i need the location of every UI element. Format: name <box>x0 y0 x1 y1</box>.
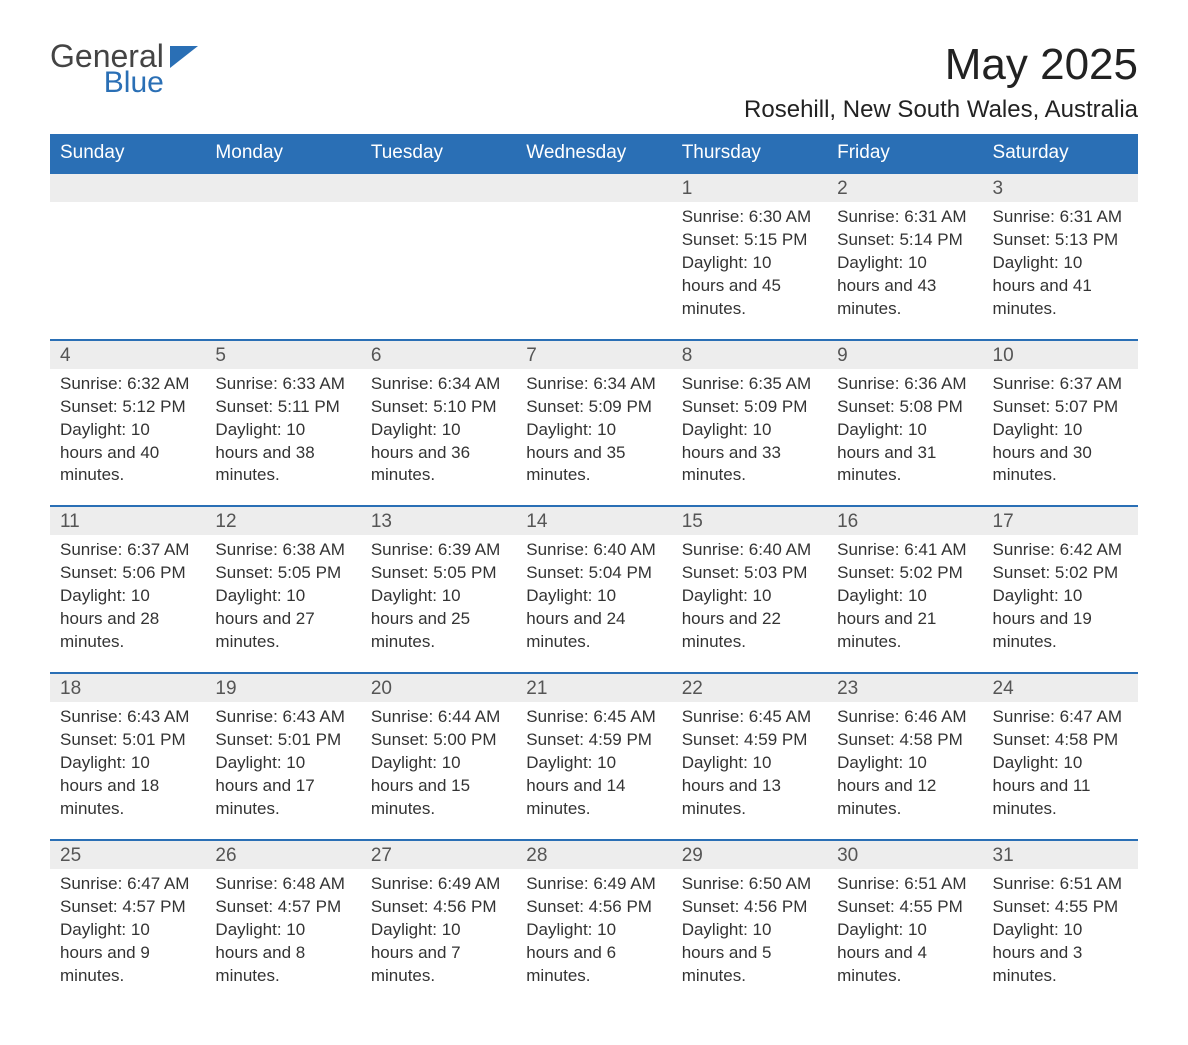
day-number-cell: 14 <box>516 506 671 535</box>
day-detail-row: Sunrise: 6:43 AMSunset: 5:01 PMDaylight:… <box>50 702 1138 840</box>
weekday-header: Wednesday <box>516 134 671 173</box>
day-number-row: 25262728293031 <box>50 840 1138 869</box>
day-detail-cell: Sunrise: 6:37 AMSunset: 5:06 PMDaylight:… <box>50 535 205 673</box>
weekday-header: Sunday <box>50 134 205 173</box>
day-number-cell: 12 <box>205 506 360 535</box>
day-detail-cell: Sunrise: 6:47 AMSunset: 4:58 PMDaylight:… <box>983 702 1138 840</box>
day-number-cell: 6 <box>361 340 516 369</box>
day-number-row: 123 <box>50 173 1138 202</box>
day-number-cell: 10 <box>983 340 1138 369</box>
day-detail-cell: Sunrise: 6:36 AMSunset: 5:08 PMDaylight:… <box>827 369 982 507</box>
day-detail-cell: Sunrise: 6:40 AMSunset: 5:03 PMDaylight:… <box>672 535 827 673</box>
day-detail-cell: Sunrise: 6:42 AMSunset: 5:02 PMDaylight:… <box>983 535 1138 673</box>
logo-word-blue: Blue <box>104 68 164 98</box>
day-number-cell: 23 <box>827 673 982 702</box>
day-detail-cell: Sunrise: 6:45 AMSunset: 4:59 PMDaylight:… <box>516 702 671 840</box>
day-number-cell: 31 <box>983 840 1138 869</box>
day-detail-row: Sunrise: 6:37 AMSunset: 5:06 PMDaylight:… <box>50 535 1138 673</box>
day-detail-row: Sunrise: 6:30 AMSunset: 5:15 PMDaylight:… <box>50 202 1138 340</box>
day-number-cell: 21 <box>516 673 671 702</box>
logo: General Blue <box>50 40 204 98</box>
day-number-cell <box>361 173 516 202</box>
day-number-cell: 30 <box>827 840 982 869</box>
day-detail-cell: Sunrise: 6:41 AMSunset: 5:02 PMDaylight:… <box>827 535 982 673</box>
day-detail-cell: Sunrise: 6:33 AMSunset: 5:11 PMDaylight:… <box>205 369 360 507</box>
weekday-header: Saturday <box>983 134 1138 173</box>
weekday-header: Tuesday <box>361 134 516 173</box>
day-detail-cell: Sunrise: 6:40 AMSunset: 5:04 PMDaylight:… <box>516 535 671 673</box>
day-number-cell: 29 <box>672 840 827 869</box>
day-detail-cell: Sunrise: 6:50 AMSunset: 4:56 PMDaylight:… <box>672 869 827 1006</box>
day-detail-cell <box>361 202 516 340</box>
day-number-cell: 4 <box>50 340 205 369</box>
day-detail-cell: Sunrise: 6:37 AMSunset: 5:07 PMDaylight:… <box>983 369 1138 507</box>
day-detail-cell: Sunrise: 6:34 AMSunset: 5:10 PMDaylight:… <box>361 369 516 507</box>
day-detail-cell: Sunrise: 6:51 AMSunset: 4:55 PMDaylight:… <box>827 869 982 1006</box>
day-number-cell: 16 <box>827 506 982 535</box>
day-detail-cell: Sunrise: 6:35 AMSunset: 5:09 PMDaylight:… <box>672 369 827 507</box>
day-number-cell: 2 <box>827 173 982 202</box>
day-detail-cell: Sunrise: 6:45 AMSunset: 4:59 PMDaylight:… <box>672 702 827 840</box>
day-number-cell: 19 <box>205 673 360 702</box>
day-number-cell: 22 <box>672 673 827 702</box>
day-number-cell: 15 <box>672 506 827 535</box>
day-number-cell: 26 <box>205 840 360 869</box>
day-number-cell: 11 <box>50 506 205 535</box>
header: General Blue May 2025 Rosehill, New Sout… <box>50 40 1138 134</box>
day-detail-row: Sunrise: 6:32 AMSunset: 5:12 PMDaylight:… <box>50 369 1138 507</box>
calendar-table: SundayMondayTuesdayWednesdayThursdayFrid… <box>50 134 1138 1005</box>
weekday-header-row: SundayMondayTuesdayWednesdayThursdayFrid… <box>50 134 1138 173</box>
day-detail-cell: Sunrise: 6:49 AMSunset: 4:56 PMDaylight:… <box>516 869 671 1006</box>
day-number-cell: 1 <box>672 173 827 202</box>
weekday-header: Thursday <box>672 134 827 173</box>
day-number-cell: 18 <box>50 673 205 702</box>
day-detail-cell: Sunrise: 6:48 AMSunset: 4:57 PMDaylight:… <box>205 869 360 1006</box>
day-number-cell: 9 <box>827 340 982 369</box>
day-number-cell <box>205 173 360 202</box>
location-subtitle: Rosehill, New South Wales, Australia <box>744 96 1138 124</box>
day-detail-cell: Sunrise: 6:31 AMSunset: 5:14 PMDaylight:… <box>827 202 982 340</box>
day-detail-cell: Sunrise: 6:38 AMSunset: 5:05 PMDaylight:… <box>205 535 360 673</box>
flag-icon <box>170 46 204 73</box>
day-detail-cell <box>50 202 205 340</box>
day-number-cell: 5 <box>205 340 360 369</box>
day-number-cell: 27 <box>361 840 516 869</box>
day-detail-cell: Sunrise: 6:46 AMSunset: 4:58 PMDaylight:… <box>827 702 982 840</box>
day-detail-cell: Sunrise: 6:31 AMSunset: 5:13 PMDaylight:… <box>983 202 1138 340</box>
weekday-header: Friday <box>827 134 982 173</box>
day-detail-cell: Sunrise: 6:32 AMSunset: 5:12 PMDaylight:… <box>50 369 205 507</box>
day-number-cell: 17 <box>983 506 1138 535</box>
day-detail-cell: Sunrise: 6:44 AMSunset: 5:00 PMDaylight:… <box>361 702 516 840</box>
day-number-cell: 28 <box>516 840 671 869</box>
day-number-cell: 24 <box>983 673 1138 702</box>
day-number-row: 11121314151617 <box>50 506 1138 535</box>
day-number-cell: 13 <box>361 506 516 535</box>
weekday-header: Monday <box>205 134 360 173</box>
day-detail-cell: Sunrise: 6:43 AMSunset: 5:01 PMDaylight:… <box>50 702 205 840</box>
day-detail-cell <box>516 202 671 340</box>
day-number-cell: 25 <box>50 840 205 869</box>
day-detail-cell <box>205 202 360 340</box>
day-detail-cell: Sunrise: 6:34 AMSunset: 5:09 PMDaylight:… <box>516 369 671 507</box>
day-number-cell <box>50 173 205 202</box>
day-detail-row: Sunrise: 6:47 AMSunset: 4:57 PMDaylight:… <box>50 869 1138 1006</box>
day-detail-cell: Sunrise: 6:47 AMSunset: 4:57 PMDaylight:… <box>50 869 205 1006</box>
day-number-cell: 20 <box>361 673 516 702</box>
day-number-row: 45678910 <box>50 340 1138 369</box>
page-title: May 2025 <box>744 40 1138 90</box>
day-detail-cell: Sunrise: 6:30 AMSunset: 5:15 PMDaylight:… <box>672 202 827 340</box>
day-detail-cell: Sunrise: 6:51 AMSunset: 4:55 PMDaylight:… <box>983 869 1138 1006</box>
day-number-cell: 3 <box>983 173 1138 202</box>
day-number-cell: 7 <box>516 340 671 369</box>
day-detail-cell: Sunrise: 6:49 AMSunset: 4:56 PMDaylight:… <box>361 869 516 1006</box>
day-number-cell: 8 <box>672 340 827 369</box>
day-number-row: 18192021222324 <box>50 673 1138 702</box>
day-detail-cell: Sunrise: 6:43 AMSunset: 5:01 PMDaylight:… <box>205 702 360 840</box>
day-detail-cell: Sunrise: 6:39 AMSunset: 5:05 PMDaylight:… <box>361 535 516 673</box>
day-number-cell <box>516 173 671 202</box>
